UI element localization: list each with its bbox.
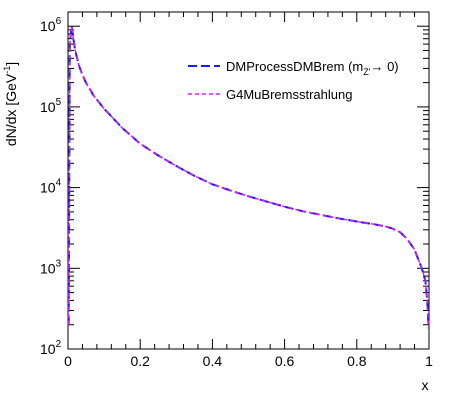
- plot-frame: [67, 11, 430, 350]
- y-axis-title-close: ]: [3, 62, 19, 66]
- x-tick-label: 1: [425, 353, 433, 369]
- legend-entry-0: DMProcessDMBrem (mZ'→ 0): [188, 59, 399, 77]
- x-tick-label: 0.6: [275, 353, 295, 369]
- y-axis-title-sup: -1: [2, 66, 12, 74]
- legend-label-1: G4MuBremsstrahlung: [226, 87, 352, 102]
- ticks: [67, 12, 430, 350]
- legend-label-0-main: DMProcessDMBrem (m: [226, 59, 363, 74]
- series-layer: [67, 26, 430, 329]
- x-axis-title: x: [422, 377, 429, 393]
- legend-label-0-sub: Z': [363, 67, 370, 77]
- y-tick-label: 102: [40, 339, 62, 357]
- x-tick-label: 0.2: [130, 353, 150, 369]
- y-axis-title: dN/dx [GeV-1]: [2, 62, 19, 146]
- y-tick-label: 104: [40, 178, 62, 196]
- x-tick-label: 0: [64, 353, 72, 369]
- y-tick-label: 106: [40, 16, 62, 34]
- y-tick-label: 105: [40, 97, 62, 115]
- y-tick-label: 103: [40, 258, 62, 276]
- y-axis-title-main: dN/dx [GeV: [3, 73, 19, 146]
- x-tick-labels: 0 0.2 0.4 0.6 0.8 1: [64, 353, 433, 369]
- legend-label-0: DMProcessDMBrem (mZ'→ 0): [226, 59, 399, 77]
- legend-label-0-rest: → 0): [370, 59, 398, 74]
- series-line-1: [67, 26, 430, 329]
- legend-entry-1: G4MuBremsstrahlung: [188, 87, 352, 102]
- y-tick-labels: 102 103 104 105 106: [40, 16, 62, 357]
- x-tick-label: 0.4: [203, 353, 223, 369]
- legend: DMProcessDMBrem (mZ'→ 0) G4MuBremsstrahl…: [188, 59, 399, 102]
- x-tick-label: 0.8: [347, 353, 367, 369]
